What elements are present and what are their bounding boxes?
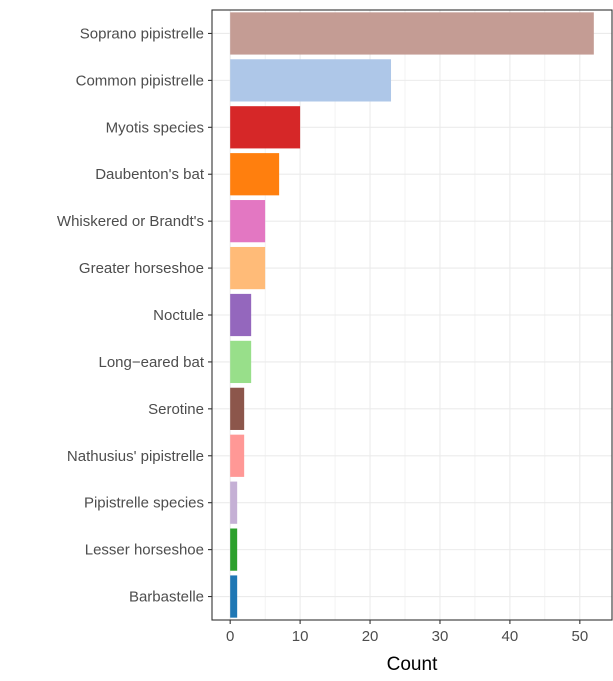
y-tick-label: Noctule (153, 307, 204, 324)
bar (230, 12, 594, 54)
y-tick-label: Greater horseshoe (79, 260, 204, 277)
bar (230, 341, 251, 383)
x-axis-title: Count (387, 654, 438, 675)
bar (230, 59, 391, 101)
x-tick-label: 30 (432, 628, 449, 645)
bar (230, 529, 237, 571)
bar (230, 482, 237, 524)
y-tick-label: Whiskered or Brandt's (57, 213, 204, 230)
x-tick-label: 0 (226, 628, 234, 645)
y-tick-label: Serotine (148, 401, 204, 418)
bar (230, 153, 279, 195)
y-tick-label: Long−eared bat (98, 354, 204, 371)
y-tick-label: Barbastelle (129, 589, 204, 606)
x-tick-label: 40 (502, 628, 519, 645)
y-tick-label: Common pipistrelle (76, 72, 204, 89)
bar (230, 200, 265, 242)
bar (230, 294, 251, 336)
y-tick-label: Myotis species (106, 119, 204, 136)
x-tick-label: 50 (571, 628, 588, 645)
y-tick-label: Lesser horseshoe (85, 542, 204, 559)
bar (230, 247, 265, 289)
bar (230, 575, 237, 617)
x-axis: 0 10 20 30 40 50 (226, 620, 588, 645)
x-tick-label: 20 (362, 628, 379, 645)
y-tick-label: Daubenton's bat (95, 166, 205, 183)
y-tick-label: Nathusius' pipistrelle (67, 448, 204, 465)
x-tick-label: 10 (292, 628, 309, 645)
y-tick-label: Soprano pipistrelle (80, 25, 204, 42)
y-axis: Soprano pipistrelle Common pipistrelle Myo… (57, 25, 212, 605)
y-tick-label: Pipistrelle species (84, 495, 204, 512)
bar (230, 435, 244, 477)
bar (230, 388, 244, 430)
bar (230, 106, 300, 148)
